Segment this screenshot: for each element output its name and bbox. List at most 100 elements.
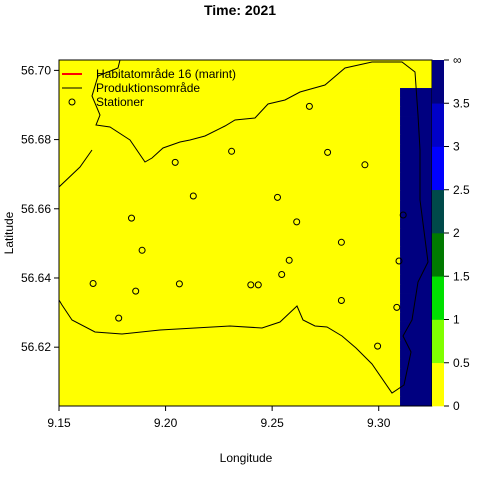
heatmap-cell [421, 321, 432, 332]
heatmap-cell [421, 386, 432, 397]
heatmap-cell [357, 377, 369, 388]
heatmap-cell [186, 181, 198, 192]
heatmap-cell [154, 377, 166, 388]
heatmap-cell [144, 265, 156, 276]
heatmap-cell [165, 88, 177, 98]
heatmap-cell [261, 116, 273, 126]
heatmap-cell [90, 172, 103, 182]
heatmap-cell [389, 162, 401, 173]
coastline [59, 60, 429, 394]
heatmap-cell [144, 377, 156, 388]
heatmap-cell [272, 396, 284, 406]
colorbar-bin [432, 276, 444, 320]
heatmap-cell [272, 246, 284, 257]
legend: Habitatområde 16 (marint) Produktionsomr… [62, 67, 236, 109]
heatmap-cell [133, 284, 145, 294]
heatmap-cell [421, 190, 432, 201]
y-tick-label: 56.70 [21, 63, 51, 77]
colorbar-tick-label: 1.5 [453, 269, 470, 283]
heatmap-cell [304, 368, 316, 379]
heatmap-cell [389, 284, 401, 294]
heatmap-cell [176, 181, 188, 192]
heatmap-cell [304, 386, 316, 397]
heatmap-cell [122, 228, 134, 238]
heatmap-cell [282, 116, 294, 126]
heatmap-cell [421, 312, 432, 322]
heatmap-cell [59, 237, 71, 248]
heatmap-cell [293, 209, 305, 220]
heatmap-cell [122, 330, 134, 341]
heatmap-cell [421, 97, 432, 108]
heatmap-cell [176, 144, 188, 154]
heatmap-cell [250, 386, 262, 397]
heatmap-cell [378, 368, 390, 379]
heatmap-cell [112, 330, 124, 341]
heatmap-cell [421, 200, 432, 210]
heatmap-cell [122, 246, 134, 257]
heatmap-cell [165, 396, 177, 406]
heatmap-cell [421, 340, 432, 350]
heatmap-cell [378, 284, 390, 294]
heatmap-cell [272, 200, 284, 210]
heatmap-cell [261, 190, 273, 201]
heatmap-cell [346, 200, 358, 210]
heatmap-cell [410, 293, 422, 304]
heatmap-cell [410, 209, 422, 220]
station-marker [189, 192, 197, 200]
heatmap-cell [154, 321, 166, 332]
heatmap-cell [90, 349, 103, 360]
heatmap-cell [400, 228, 412, 238]
heatmap-cell [80, 265, 92, 276]
heatmap-cell [165, 69, 177, 80]
heatmap-cell [389, 302, 401, 313]
heatmap-cell [400, 237, 412, 248]
heatmap-cell [208, 69, 220, 80]
heatmap-cell [218, 349, 230, 360]
heatmap-cell [314, 293, 326, 304]
heatmap-cell [325, 330, 337, 341]
heatmap-cell [186, 125, 198, 136]
heatmap-cell [421, 162, 432, 173]
heatmap-cell [112, 340, 124, 350]
y-tick-label: 56.66 [21, 202, 51, 216]
heatmap-cell [154, 125, 166, 136]
heatmap-cell [314, 284, 326, 294]
colorbar-bin [432, 233, 444, 277]
heatmap-cell [240, 228, 252, 238]
heatmap-cell [101, 88, 113, 98]
heatmap-cell [389, 256, 401, 266]
heatmap-cell [293, 172, 305, 182]
heatmap-cell [389, 358, 401, 369]
heatmap-cell [112, 78, 124, 89]
heatmap-cell [90, 265, 103, 276]
heatmap-cell [240, 88, 252, 98]
heatmap-cell [261, 218, 273, 229]
heatmap-cell [314, 181, 326, 192]
heatmap-cell [293, 358, 305, 369]
y-axis: 56.62 56.64 56.66 56.68 56.70 [21, 63, 59, 354]
x-axis-label: Longitude [220, 451, 273, 465]
heatmap-cell [122, 88, 134, 98]
heatmap-cell [293, 396, 305, 406]
heatmap-cell [400, 190, 412, 201]
heatmap-cell [144, 200, 156, 210]
heatmap-cell [133, 340, 145, 350]
heatmap-cell [122, 377, 134, 388]
heatmap-cell [368, 265, 380, 276]
heatmap-cell [69, 172, 81, 182]
heatmap-cell [346, 116, 358, 126]
heatmap-cell [186, 190, 198, 201]
heatmap-cell [282, 209, 294, 220]
heatmap-cell [410, 349, 422, 360]
heatmap-cell [314, 200, 326, 210]
heatmap-cell [229, 312, 241, 322]
heatmap-cell [59, 246, 71, 257]
heatmap-cell [378, 330, 390, 341]
heatmap-cell [176, 172, 188, 182]
heatmap-cell [80, 106, 92, 117]
heatmap-cell [293, 274, 305, 285]
heatmap-cell [368, 246, 380, 257]
heatmap-cell [368, 218, 380, 229]
heatmap-cell [293, 312, 305, 322]
heatmap-cell [410, 274, 422, 285]
